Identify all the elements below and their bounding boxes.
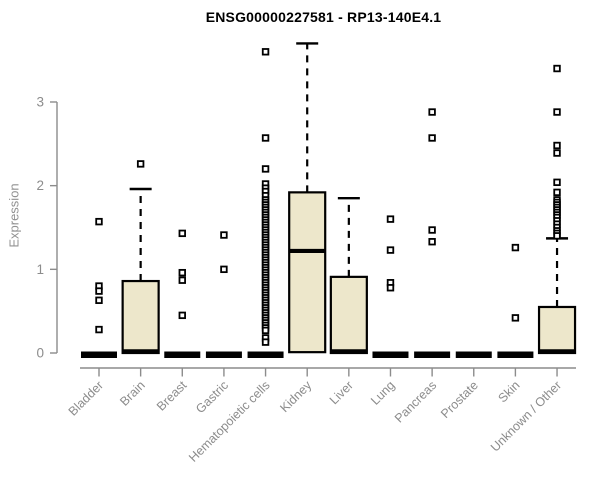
outlier-point xyxy=(178,311,186,320)
outlier-point xyxy=(261,134,270,142)
outlier-point xyxy=(220,231,228,239)
outlier-point xyxy=(95,296,103,304)
x-tick-label: Pancreas xyxy=(392,378,439,425)
box-rect-unknown-other xyxy=(537,305,577,355)
outlier-point xyxy=(553,108,561,116)
outlier-point xyxy=(220,265,228,274)
outlier-point xyxy=(386,246,395,254)
flat-box-gastric xyxy=(205,351,242,358)
x-tick-label: Kidney xyxy=(277,378,314,415)
outlier-point xyxy=(261,165,270,173)
outlier-point xyxy=(553,232,561,240)
x-tick-label: Liver xyxy=(327,378,356,407)
flat-box-breast xyxy=(164,351,201,358)
outlier-point xyxy=(386,284,395,292)
x-tick-label: Gastric xyxy=(193,378,231,416)
flat-box-hematopoietic-cells xyxy=(247,351,284,358)
outlier-point xyxy=(428,238,436,246)
x-tick-label: Lung xyxy=(368,378,398,408)
outlier-point xyxy=(95,287,103,295)
outlier-point xyxy=(261,48,270,56)
outlier-point xyxy=(553,149,561,157)
outlier-point xyxy=(136,160,145,168)
flat-box-skin xyxy=(497,351,534,358)
x-tick-label: Skin xyxy=(495,378,522,405)
box-rect-liver xyxy=(329,275,368,355)
x-tick-label: Bladder xyxy=(66,378,106,418)
outlier-point xyxy=(178,276,186,284)
flat-box-bladder xyxy=(81,351,117,358)
y-tick-label: 3 xyxy=(36,94,44,109)
flat-box-pancreas xyxy=(414,351,451,358)
y-tick-label: 0 xyxy=(36,346,44,361)
x-tick-label: Hematopoietic cells xyxy=(186,378,273,465)
outlier-point xyxy=(95,325,103,334)
y-tick-label: 2 xyxy=(36,178,44,193)
y-tick-label: 1 xyxy=(36,262,44,277)
outlier-point xyxy=(553,64,561,73)
chart-title: ENSG00000227581 - RP13-140E4.1 xyxy=(205,9,442,25)
outlier-point xyxy=(428,226,436,234)
outlier-point xyxy=(511,314,520,322)
outlier-point xyxy=(261,338,270,346)
flat-box-lung xyxy=(372,351,409,358)
box-rect-kidney xyxy=(288,191,327,354)
outlier-point xyxy=(95,217,103,226)
outlier-point xyxy=(428,134,436,142)
x-tick-label: Brain xyxy=(117,378,148,409)
outlier-point xyxy=(553,188,561,197)
box-rect-brain xyxy=(121,279,160,355)
outlier-point xyxy=(261,326,270,335)
outlier-point xyxy=(178,268,186,277)
outlier-point xyxy=(428,108,436,116)
x-tick-label: Prostate xyxy=(438,378,481,421)
outlier-point xyxy=(386,215,395,223)
outlier-point xyxy=(553,141,561,150)
x-tick-label: Breast xyxy=(154,378,190,414)
flat-box-prostate xyxy=(455,351,492,358)
outlier-point xyxy=(511,243,520,252)
outlier-point xyxy=(553,178,561,187)
outlier-point xyxy=(178,229,186,238)
x-tick-label: Unknown / Other xyxy=(488,378,564,454)
